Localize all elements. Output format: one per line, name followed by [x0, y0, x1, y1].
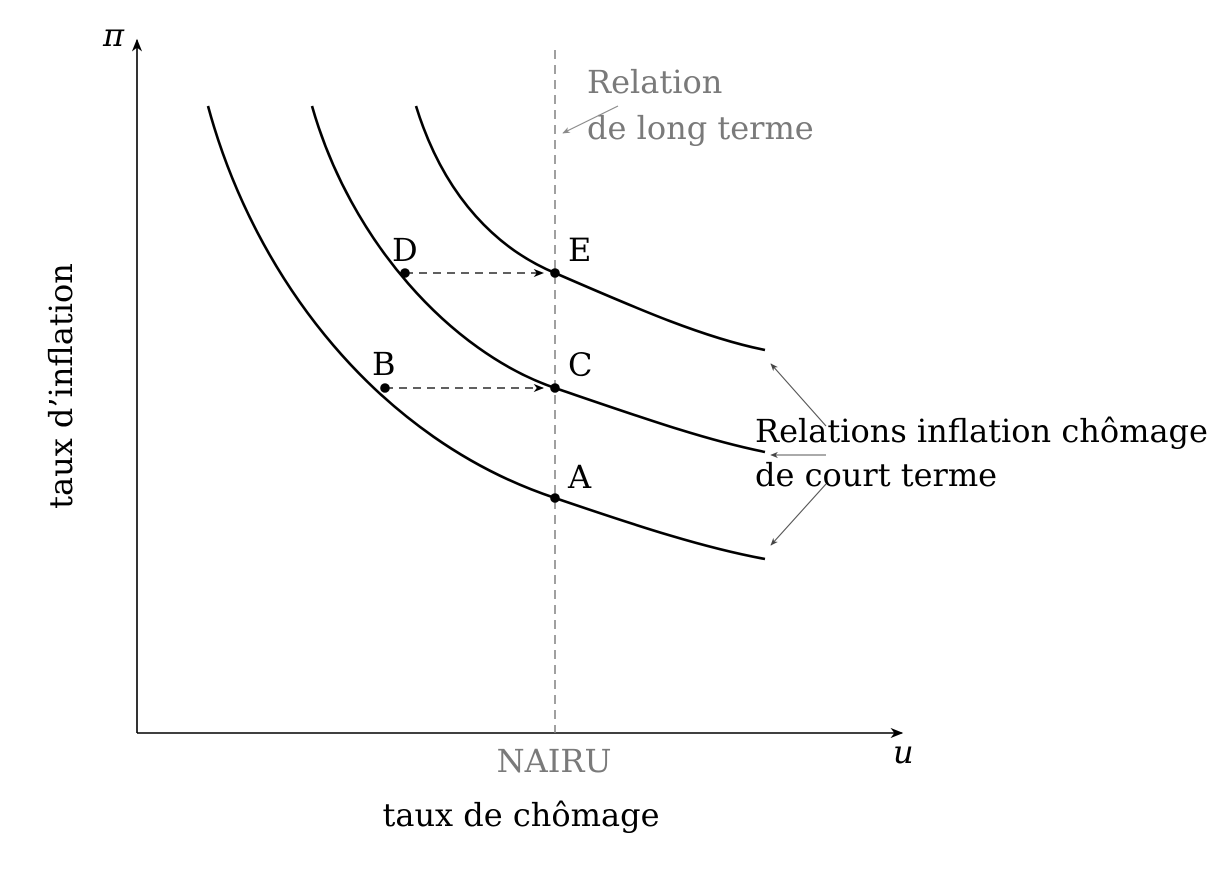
- long-run-label-line2: de long terme: [587, 109, 814, 147]
- long-run-label-line1: Relation: [587, 63, 722, 101]
- x-axis-title: taux de chômage: [383, 796, 660, 834]
- short-run-curve-middle: [310, 105, 766, 454]
- point-e: [550, 268, 560, 278]
- point-b: [380, 383, 390, 393]
- point-d-label: D: [392, 231, 418, 269]
- short-run-curve-low: [206, 105, 766, 561]
- y-axis-symbol: π: [102, 16, 125, 54]
- nairu-label: NAIRU: [497, 742, 612, 780]
- point-c: [550, 383, 560, 393]
- short-run-label-line2: de court terme: [755, 456, 997, 494]
- short-run-pointer-high: [770, 363, 827, 427]
- point-a-label: A: [567, 458, 592, 496]
- long-run-pointer: [562, 105, 619, 134]
- point-e-label: E: [568, 231, 591, 269]
- point-c-label: C: [568, 346, 592, 384]
- point-a: [550, 493, 560, 503]
- short-run-pointer-low: [770, 483, 827, 546]
- point-d: [400, 268, 410, 278]
- y-axis-title: taux d’inflation: [42, 263, 80, 509]
- point-b-label: B: [372, 345, 396, 383]
- short-run-label-line1: Relations inflation chômage: [755, 412, 1208, 450]
- x-axis-symbol: u: [893, 733, 914, 771]
